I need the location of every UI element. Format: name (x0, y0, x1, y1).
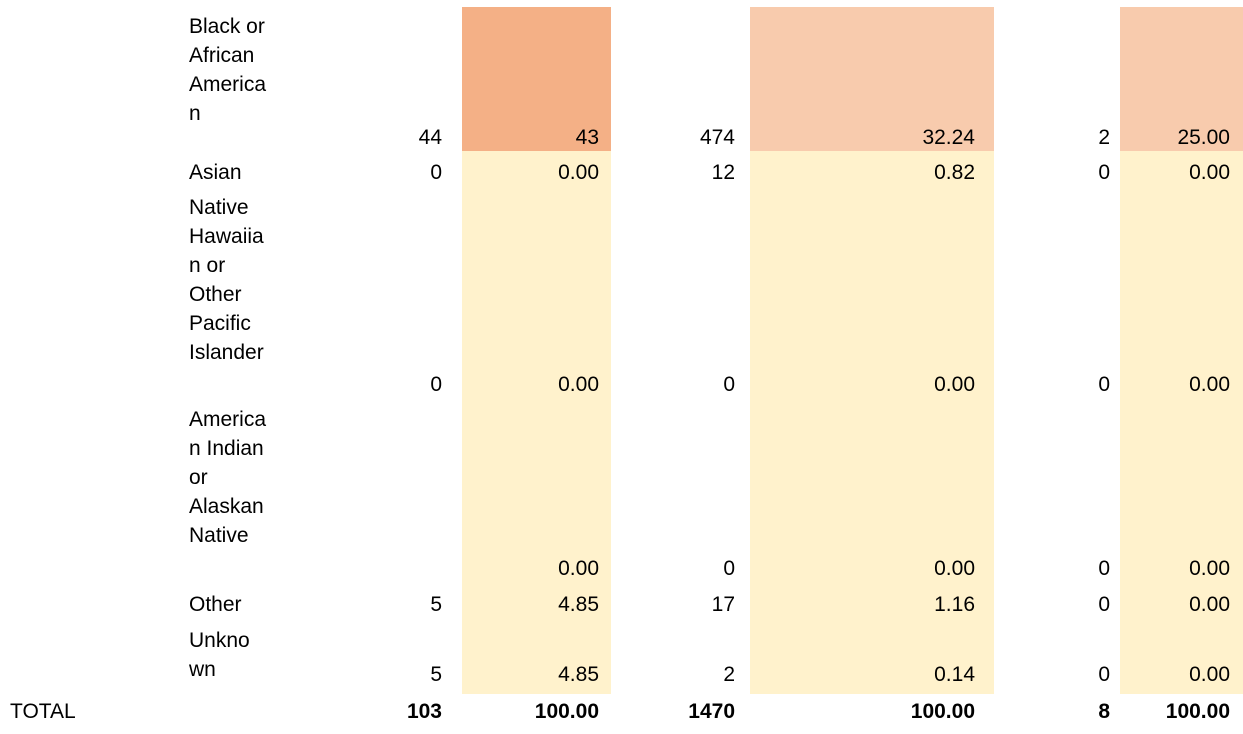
cell-percent-2: 32.24 (922, 126, 975, 149)
row-label-asian: Asian (189, 158, 299, 187)
label-line: African (189, 44, 255, 67)
total-count-3: 8 (1098, 700, 1110, 723)
cell-percent-1: 0.00 (558, 161, 599, 184)
label-line: Islander (189, 341, 264, 364)
cell-percent-1: 0.00 (558, 373, 599, 396)
label-line: Native (189, 196, 249, 219)
total-count-1: 103 (406, 700, 442, 723)
row-label-unknown: Unkno wn (189, 626, 299, 684)
cell-percent-2: 0.00 (934, 373, 975, 396)
label-line: Black or (189, 15, 265, 38)
total-count-2: 1470 (688, 700, 735, 723)
cell-percent-3: 0.00 (1189, 161, 1230, 184)
cell-count-2: 0 (723, 557, 735, 580)
fill-c2-black (462, 7, 611, 151)
label-line: n or (189, 254, 226, 277)
fill-c6-black (1120, 7, 1243, 151)
fill-c2-rest (462, 151, 611, 694)
cell-count-1: 5 (430, 593, 442, 616)
cell-count-2: 0 (723, 373, 735, 396)
cell-percent-1: 4.85 (558, 663, 599, 686)
row-label-american-indian: America n Indian or Alaskan Native (189, 405, 299, 550)
cell-count-3: 2 (1098, 126, 1110, 149)
cell-count-2: 2 (723, 663, 735, 686)
cell-percent-1: 4.85 (558, 593, 599, 616)
cell-count-2: 12 (711, 161, 735, 184)
cell-count-3: 0 (1098, 373, 1110, 396)
cell-percent-2: 1.16 (934, 593, 975, 616)
fill-c4-black (750, 7, 994, 151)
cell-count-3: 0 (1098, 593, 1110, 616)
cell-percent-2: 0.82 (934, 161, 975, 184)
label-line: Native (189, 524, 249, 547)
row-label-other: Other (189, 590, 299, 619)
label-line: n (189, 102, 201, 125)
cell-count-1: 0 (430, 373, 442, 396)
cell-count-3: 0 (1098, 557, 1110, 580)
label-line: Other (189, 593, 242, 616)
row-label-native-hawaiian: Native Hawaiia n or Other Pacific Island… (189, 193, 299, 367)
label-line: Unkno (189, 629, 250, 652)
label-line: or (189, 466, 208, 489)
label-line: Alaskan (189, 495, 264, 518)
cell-percent-3: 0.00 (1189, 557, 1230, 580)
total-percent-1: 100.00 (534, 700, 599, 723)
cell-percent-3: 0.00 (1189, 373, 1230, 396)
label-line: n Indian (189, 437, 264, 460)
cell-count-1: 0 (430, 161, 442, 184)
cell-count-1: 5 (430, 663, 442, 686)
fill-c6-rest (1120, 151, 1243, 694)
fill-c4-rest (750, 151, 994, 694)
cell-count-2: 17 (711, 593, 735, 616)
total-label: TOTAL (10, 700, 76, 723)
cell-percent-3: 25.00 (1177, 126, 1230, 149)
cell-count-3: 0 (1098, 663, 1110, 686)
label-line: America (189, 408, 267, 431)
label-line: Asian (189, 161, 242, 184)
cell-count-2: 474 (699, 126, 735, 149)
label-line: wn (189, 658, 216, 681)
total-percent-2: 100.00 (910, 700, 975, 723)
cell-count-3: 0 (1098, 161, 1110, 184)
row-label-black: Black or African America n (189, 12, 299, 128)
total-percent-3: 100.00 (1165, 700, 1230, 723)
cell-percent-1: 0.00 (558, 557, 599, 580)
label-line: America (189, 73, 267, 96)
label-line: Other (189, 283, 242, 306)
cell-percent-3: 0.00 (1189, 663, 1230, 686)
label-line: Hawaiia (189, 225, 264, 248)
cell-count-1: 44 (418, 126, 442, 149)
cell-percent-3: 0.00 (1189, 593, 1230, 616)
cell-percent-1: 43 (575, 126, 599, 149)
cell-percent-2: 0.00 (934, 557, 975, 580)
cell-percent-2: 0.14 (934, 663, 975, 686)
label-line: Pacific (189, 312, 251, 335)
